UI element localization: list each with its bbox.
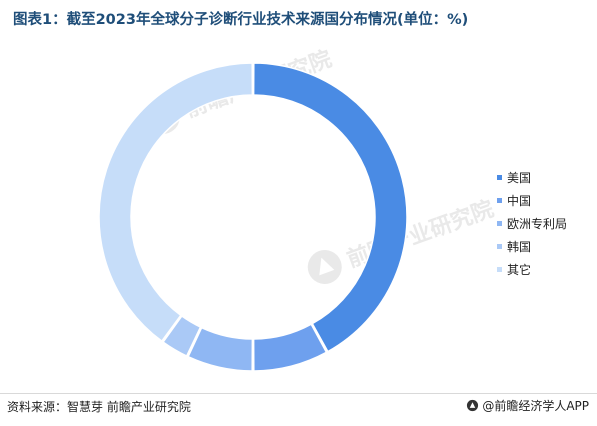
legend-label: 其它 (507, 263, 532, 277)
legend-swatch (497, 267, 502, 272)
brand-logo-icon (467, 399, 479, 412)
legend-label: 欧洲专利局 (507, 217, 568, 231)
donut-slice-2 (252, 323, 328, 372)
legend-item: 欧洲专利局 (497, 212, 567, 235)
legend-swatch (497, 198, 502, 203)
chart-legend: 美国中国欧洲专利局韩国其它 (497, 166, 567, 281)
legend-label: 美国 (507, 171, 532, 185)
brand-text: @前瞻经济学人APP (482, 399, 589, 413)
legend-label: 韩国 (507, 240, 532, 254)
donut-slice-1 (252, 62, 408, 353)
legend-item: 美国 (497, 166, 567, 189)
donut-slices (98, 62, 408, 372)
legend-swatch (497, 244, 502, 249)
donut-slice-3 (187, 326, 254, 372)
legend-label: 中国 (507, 194, 532, 208)
donut-slice-5 (98, 62, 254, 343)
legend-item: 韩国 (497, 235, 567, 258)
brand-credit: @前瞻经济学人APP (466, 397, 589, 414)
donut-slice-4 (162, 315, 202, 357)
legend-item: 其它 (497, 258, 567, 281)
chart-title: 图表1：截至2023年全球分子诊断行业技术来源国分布情况(单位：%) (13, 12, 469, 28)
footer-divider (0, 393, 597, 394)
source-text: 资料来源：智慧芽 前瞻产业研究院 (7, 400, 191, 414)
legend-swatch (497, 175, 502, 180)
legend-swatch (497, 221, 502, 226)
legend-item: 中国 (497, 189, 567, 212)
